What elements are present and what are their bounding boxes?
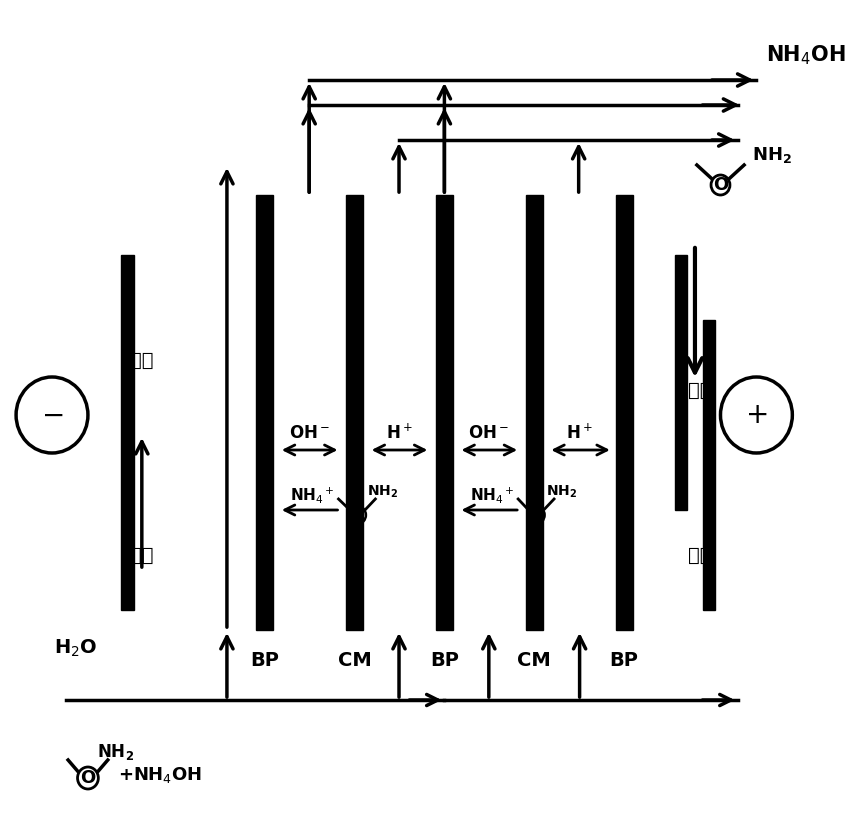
Text: $\mathbf{NH_2}$: $\mathbf{NH_2}$ (545, 484, 576, 500)
Text: CM: CM (337, 650, 371, 670)
Text: $\mathbf{NH_2}$: $\mathbf{NH_2}$ (366, 484, 398, 500)
Text: BP: BP (429, 650, 458, 670)
Text: OH$^-$: OH$^-$ (468, 424, 509, 442)
Text: NH$_4$$^+$: NH$_4$$^+$ (290, 485, 335, 505)
Text: $-$: $-$ (41, 401, 63, 429)
Bar (256, 195, 273, 630)
Bar (702, 320, 715, 610)
Text: O: O (529, 508, 542, 523)
Text: 负极: 负极 (130, 546, 153, 565)
Text: BP: BP (609, 650, 638, 670)
Text: CM: CM (517, 650, 550, 670)
Text: 正极: 正极 (687, 546, 711, 565)
Text: NH$_4$OH: NH$_4$OH (765, 44, 844, 67)
Bar (615, 195, 632, 630)
Text: $\mathbf{NH_2}$: $\mathbf{NH_2}$ (97, 742, 135, 762)
Text: $+$: $+$ (745, 401, 767, 429)
Bar (435, 195, 452, 630)
Text: O: O (712, 176, 728, 194)
Bar (525, 195, 542, 630)
Text: NH$_4$$^+$: NH$_4$$^+$ (469, 485, 514, 505)
Text: O: O (350, 508, 364, 523)
Bar (346, 195, 363, 630)
Text: O: O (80, 769, 95, 787)
Text: H$^+$: H$^+$ (566, 423, 592, 442)
Bar (674, 255, 686, 510)
Text: H$_2$O: H$_2$O (54, 638, 97, 659)
Text: H$^+$: H$^+$ (385, 423, 412, 442)
Text: $\mathbf{NH_2}$: $\mathbf{NH_2}$ (751, 145, 791, 165)
Text: 极液: 极液 (130, 350, 153, 370)
Text: OH$^-$: OH$^-$ (288, 424, 330, 442)
Text: +NH$_4$OH: +NH$_4$OH (118, 765, 202, 785)
Bar (121, 255, 134, 610)
Text: 极液: 极液 (687, 380, 711, 400)
Text: BP: BP (250, 650, 279, 670)
